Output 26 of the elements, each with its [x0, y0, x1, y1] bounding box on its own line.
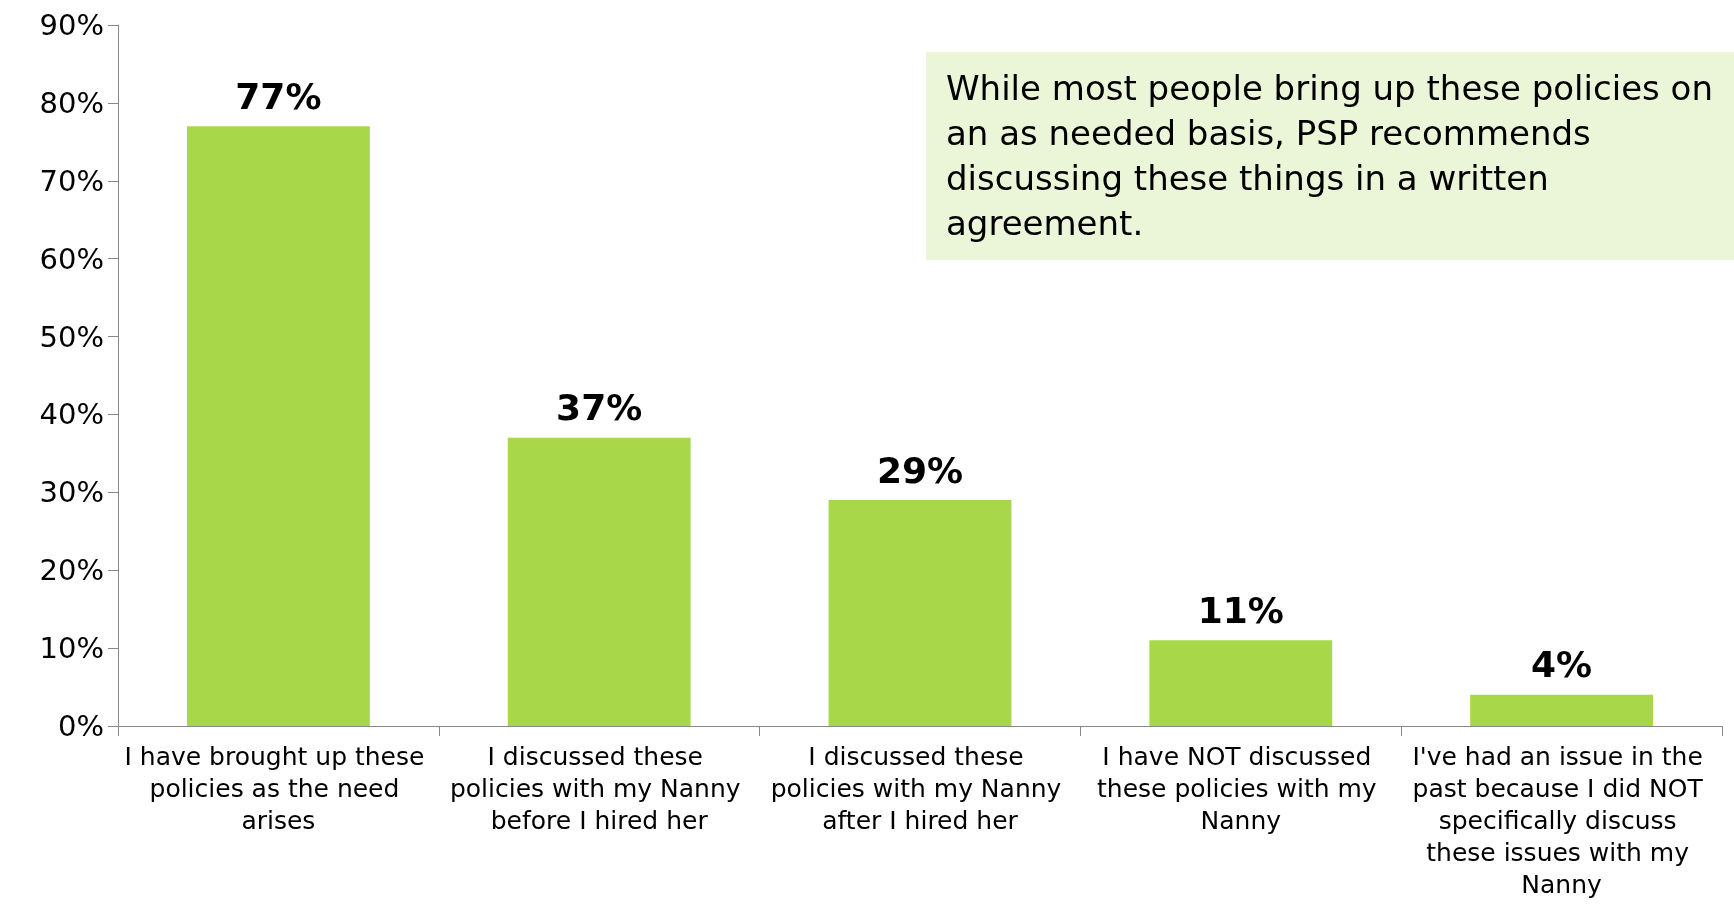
x-tick-label: I've had an issue in the past because I did NOT specifically discuss these issues with my Nanny	[1412, 741, 1711, 899]
bar	[507, 437, 691, 726]
y-tick-label: 50%	[39, 319, 104, 354]
data-label: 37%	[556, 387, 643, 429]
y-tick-label: 90%	[39, 8, 104, 42]
y-tick-label: 10%	[39, 631, 104, 666]
x-tick-label: I have brought up these policies as the need arises	[124, 741, 433, 835]
y-tick-label: 80%	[39, 85, 104, 120]
x-tick-label: I discussed these policies with my Nanny before I hired her	[449, 741, 749, 835]
annotation: While most people bring up these policies on an as needed basis, PSP recommends discussing these things in a written agreement.	[926, 52, 1734, 260]
y-tick-label: 0%	[57, 709, 104, 743]
y-tick-label: 70%	[39, 163, 104, 198]
y-tick-label: 40%	[39, 397, 104, 432]
data-label: 29%	[876, 449, 964, 491]
y-tick-label: 60%	[39, 241, 104, 276]
x-tick-label: I discussed these policies with my Nanny after I hired her	[770, 741, 1070, 835]
x-tick-label: I have NOT discussed these policies with my Nanny	[1097, 741, 1385, 835]
data-label: 77%	[235, 75, 322, 117]
data-label: 4%	[1531, 644, 1593, 686]
bar	[1149, 640, 1333, 726]
y-tick-label: 20%	[39, 553, 104, 588]
bar	[1470, 694, 1654, 726]
y-tick-label: 30%	[39, 475, 104, 510]
data-label: 11%	[1197, 589, 1284, 631]
bar	[828, 500, 1012, 726]
bar	[186, 126, 370, 726]
